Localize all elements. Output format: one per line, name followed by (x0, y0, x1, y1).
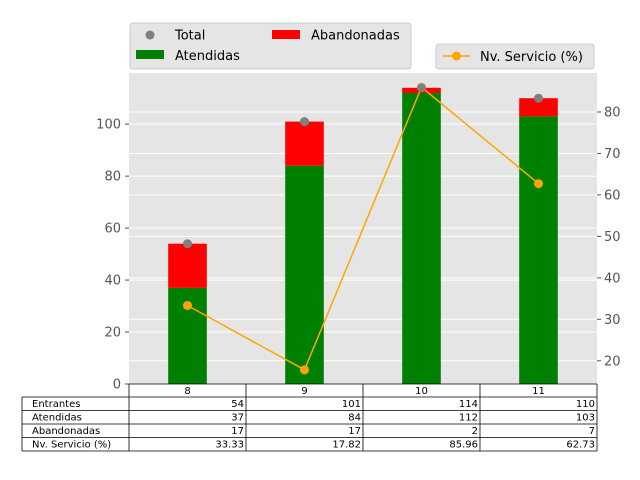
data-table: 8 9 10 11 Entrantes 54 101 114 110 Atendidas 37 84 1… (21, 383, 598, 452)
table-col-header-9: 9 (301, 386, 307, 397)
legend-right: Nv. Servicio (%) (435, 43, 595, 70)
table-cell-abandonadas-9: 17 (348, 426, 361, 437)
tick-label-left-60: 60 (104, 222, 121, 237)
table-cell-entrantes-11: 110 (576, 399, 595, 410)
legend-left: Total Atendidas Abandonadas (129, 22, 412, 70)
tick-label-right-30: 30 (604, 313, 621, 328)
point-service-level-11 (534, 179, 543, 189)
tick-label-right-20: 20 (604, 354, 621, 369)
table-cell-nv-servicio-11: 62.73 (566, 440, 595, 451)
table-col-header-8: 8 (184, 386, 190, 397)
bar-atendidas-11 (519, 116, 558, 384)
grid (129, 111, 597, 385)
point-total-10 (417, 83, 426, 93)
point-total-9 (300, 117, 309, 127)
table-cell-atendidas-10: 112 (459, 413, 478, 424)
table-cell-nv-servicio-10: 85.96 (449, 440, 478, 451)
legend-service-label: Nv. Servicio (%) (480, 50, 583, 65)
table-col-header-11: 11 (532, 386, 545, 397)
legend-total-marker (145, 30, 155, 40)
legend-total-label: Total (174, 29, 205, 44)
line-service-level (187, 86, 539, 371)
table-cell-abandonadas-8: 17 (231, 426, 244, 437)
point-service-level-9 (300, 365, 309, 375)
bar-abandonadas-8 (168, 243, 207, 288)
point-service-level-8 (183, 301, 192, 311)
point-total-11 (534, 93, 543, 103)
table-cell-abandonadas-11: 7 (589, 426, 595, 437)
table-row-label-atendidas: Atendidas (32, 413, 82, 424)
tick-label-right-80: 80 (604, 105, 621, 120)
legend-right-frame (435, 43, 595, 70)
legend-atendidas-label: Atendidas (175, 49, 240, 64)
bars (168, 87, 558, 384)
tick-label-right-60: 60 (604, 188, 621, 203)
bar-abandonadas-9 (285, 121, 324, 166)
table-cell-atendidas-11: 103 (576, 413, 595, 424)
tick-label-right-50: 50 (604, 230, 621, 245)
left-axis: 0 20 40 60 80 100 (96, 118, 129, 393)
right-axis: 20 30 40 50 60 70 80 (597, 105, 621, 369)
bar-abandonadas-11 (519, 98, 558, 117)
tick-label-left-40: 40 (104, 274, 121, 289)
table-row-label-entrantes: Entrantes (32, 399, 80, 410)
table-cell-nv-servicio-9: 17.82 (332, 440, 361, 451)
table-cell-nv-servicio-8: 33.33 (215, 440, 244, 451)
table-cell-entrantes-8: 54 (231, 399, 244, 410)
legend-abandonadas-swatch (272, 30, 300, 39)
point-total-8 (183, 239, 192, 249)
bar-atendidas-10 (402, 93, 441, 384)
legend-service-marker (452, 51, 461, 61)
total-points (183, 83, 543, 249)
tick-label-right-40: 40 (604, 271, 621, 286)
table-col-header-10: 10 (415, 386, 428, 397)
legend-atendidas-swatch (136, 50, 164, 59)
bar-atendidas-9 (285, 165, 324, 384)
table-row-label-abandonadas: Abandonadas (32, 426, 100, 437)
table-cell-entrantes-9: 101 (342, 399, 361, 410)
tick-label-right-70: 70 (604, 147, 621, 162)
legend-left-frame (129, 22, 412, 70)
table-cell-abandonadas-10: 2 (472, 426, 478, 437)
table-cell-atendidas-8: 37 (231, 413, 244, 424)
tick-label-left-0: 0 (113, 378, 121, 393)
tick-label-left-100: 100 (96, 118, 121, 133)
legend-abandonadas-label: Abandonadas (311, 29, 400, 44)
table-cell-entrantes-10: 114 (459, 399, 478, 410)
tick-label-left-20: 20 (104, 326, 121, 341)
table-cell-atendidas-9: 84 (348, 413, 361, 424)
table-row-label-nv-servicio: Nv. Servicio (%) (32, 440, 111, 451)
tick-label-left-80: 80 (104, 170, 121, 185)
